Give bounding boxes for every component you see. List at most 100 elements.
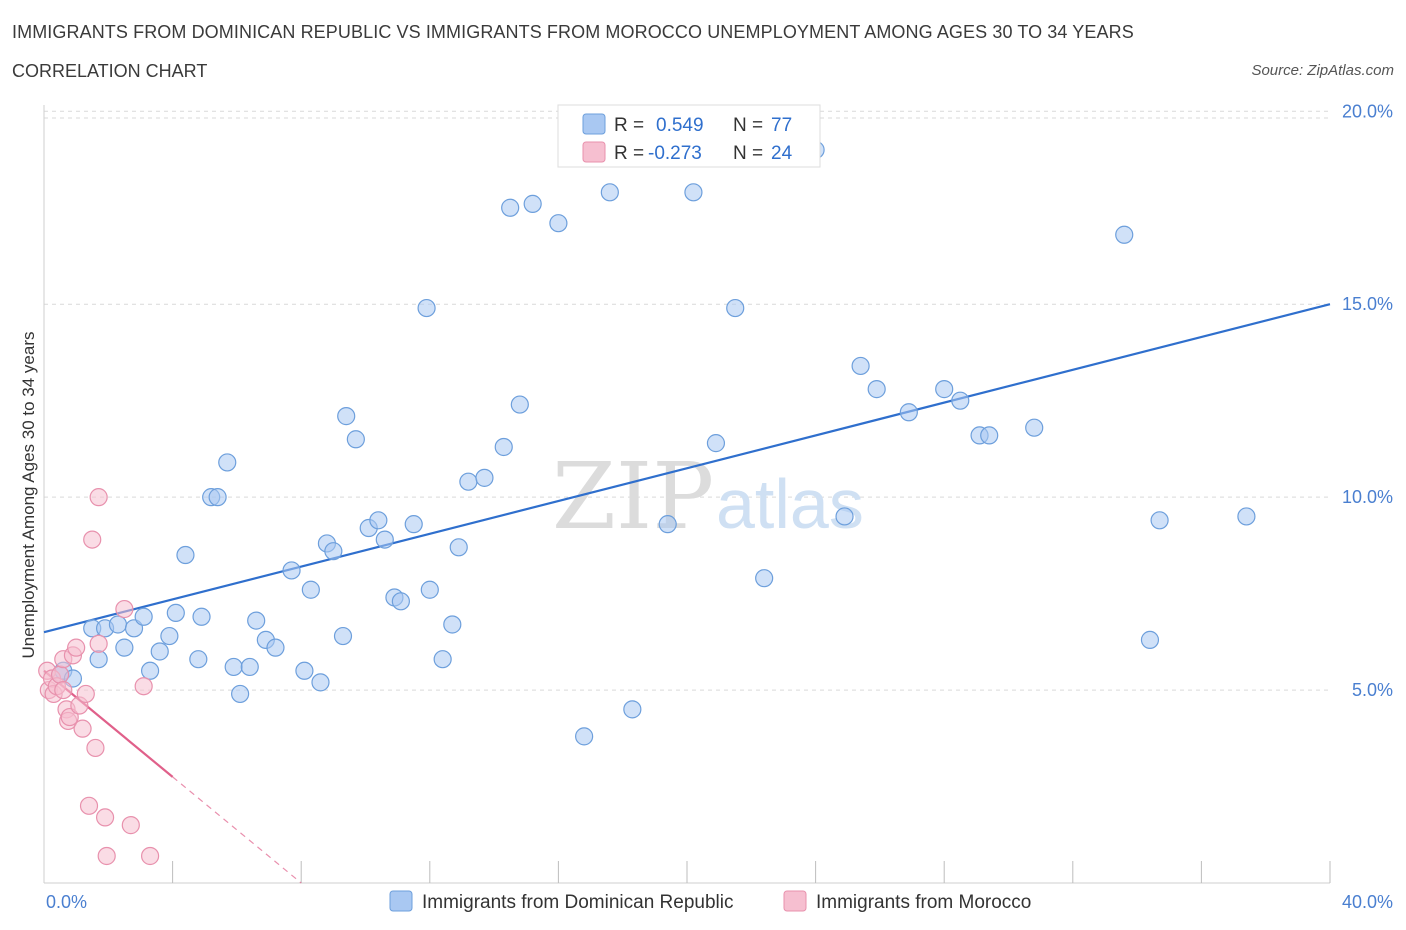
series-swatch-dominican xyxy=(389,890,413,912)
point-morocco xyxy=(89,488,108,507)
series-label-dominican: Immigrants from Dominican Republic xyxy=(422,892,734,913)
point-dominican xyxy=(1115,225,1134,244)
axes xyxy=(43,105,1331,884)
point-dominican xyxy=(346,430,365,449)
point-dominican xyxy=(1140,630,1160,650)
point-dominican xyxy=(835,507,854,526)
series-label-morocco: Immigrants from Morocco xyxy=(816,892,1031,913)
legend-r-value-2: -0.273 xyxy=(648,143,702,164)
legend-r-label-1: R = xyxy=(614,115,644,136)
y-tick-label: 10.0% xyxy=(1342,487,1393,507)
point-dominican xyxy=(600,183,619,202)
watermark-atlas: atlas xyxy=(716,465,864,543)
point-dominican xyxy=(150,642,169,661)
trend-line-dominican xyxy=(43,303,1331,634)
chart-title: IMMIGRANTS FROM DOMINICAN REPUBLIC VS IM… xyxy=(12,22,1134,42)
point-dominican xyxy=(115,638,134,657)
point-dominican xyxy=(295,661,314,680)
point-morocco xyxy=(89,634,108,653)
point-dominican xyxy=(208,488,227,507)
point-morocco xyxy=(79,796,99,815)
point-dominican xyxy=(449,538,468,557)
point-dominican xyxy=(391,592,410,611)
correlation-legend: R = 0.549 N = 77 R = -0.273 N = 24 xyxy=(557,104,821,168)
point-dominican xyxy=(899,403,918,422)
legend-n-label-2: N = xyxy=(733,143,763,164)
point-morocco xyxy=(140,846,160,866)
series-legend: Immigrants from Dominican Republic Immig… xyxy=(389,890,1031,913)
point-dominican xyxy=(218,453,237,472)
point-morocco xyxy=(76,684,95,704)
x-tick-label-max: 40.0% xyxy=(1342,892,1393,912)
point-morocco xyxy=(83,530,102,549)
point-dominican xyxy=(867,380,886,399)
legend-r-value-1: 0.549 xyxy=(656,115,704,136)
point-dominican xyxy=(706,434,726,453)
point-dominican xyxy=(192,607,211,626)
watermark: ZIP atlas xyxy=(552,443,864,550)
point-dominican xyxy=(89,650,108,669)
x-tick-label-min: 0.0% xyxy=(46,892,87,912)
point-dominican xyxy=(301,580,320,599)
point-dominican xyxy=(549,214,568,233)
point-dominican xyxy=(494,437,513,457)
y-tick-labels: 5.0% 10.0% 15.0% 20.0% xyxy=(1342,101,1393,700)
series-swatch-morocco xyxy=(783,890,807,912)
point-dominican xyxy=(1025,418,1044,437)
point-dominican xyxy=(231,684,250,704)
point-dominican xyxy=(134,607,153,626)
point-dominican xyxy=(247,611,266,630)
point-dominican xyxy=(369,511,388,530)
point-dominican xyxy=(459,472,478,491)
point-dominican xyxy=(433,650,452,669)
point-dominican xyxy=(189,650,208,669)
point-dominican xyxy=(575,727,594,746)
legend-n-value-2: 24 xyxy=(771,143,793,164)
point-dominican xyxy=(1150,511,1169,530)
point-dominican xyxy=(140,661,160,680)
legend-r-label-2: R = xyxy=(614,143,644,164)
point-dominican xyxy=(684,183,703,202)
point-dominican xyxy=(375,530,394,549)
point-dominican xyxy=(523,194,542,213)
point-dominican xyxy=(935,380,954,399)
point-dominican xyxy=(980,426,999,445)
point-morocco xyxy=(95,808,115,827)
point-dominican xyxy=(224,657,243,677)
legend-n-label-1: N = xyxy=(733,115,763,136)
point-dominican xyxy=(755,569,774,588)
point-dominican xyxy=(311,673,330,692)
point-dominican xyxy=(851,356,870,376)
point-dominican xyxy=(266,638,285,657)
point-morocco xyxy=(54,680,73,700)
point-dominican xyxy=(475,468,494,487)
point-dominican xyxy=(443,615,462,634)
trend-lines xyxy=(43,303,1331,884)
y-tick-label: 15.0% xyxy=(1342,294,1393,314)
point-dominican xyxy=(176,545,195,565)
legend-n-value-1: 77 xyxy=(771,115,792,136)
point-dominican xyxy=(108,615,128,634)
legend-swatch-blue xyxy=(582,113,606,135)
point-dominican xyxy=(510,395,529,414)
point-morocco xyxy=(86,738,105,758)
trend-line-morocco-extension xyxy=(172,776,302,884)
point-dominican xyxy=(417,298,436,318)
point-morocco xyxy=(67,638,86,657)
point-morocco xyxy=(97,846,116,866)
point-dominican xyxy=(623,700,642,719)
point-dominican xyxy=(337,407,356,426)
point-morocco xyxy=(115,599,134,619)
point-dominican xyxy=(404,515,423,534)
point-dominican xyxy=(726,298,745,318)
chart-subtitle: CORRELATION CHART xyxy=(12,61,208,81)
x-tick-labels: 0.0% 40.0% xyxy=(46,892,1393,912)
point-dominican xyxy=(324,542,343,561)
point-dominican xyxy=(420,580,439,599)
point-dominican xyxy=(160,626,179,646)
source-label: Source: ZipAtlas.com xyxy=(1251,62,1394,79)
point-dominican xyxy=(333,626,353,646)
y-tick-label: 20.0% xyxy=(1342,101,1393,121)
point-dominican xyxy=(240,657,259,677)
